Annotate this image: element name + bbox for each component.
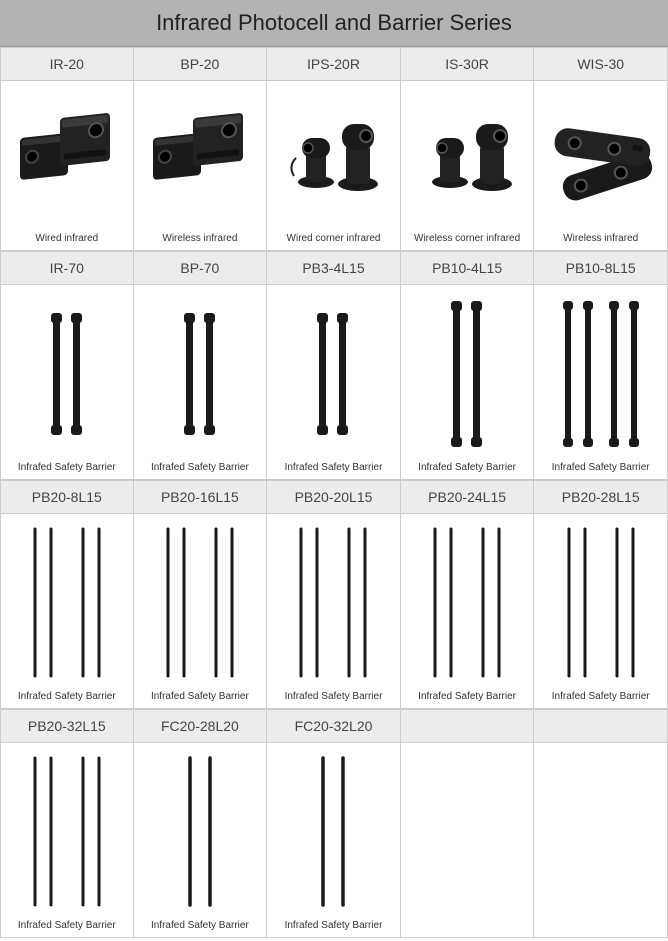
barrier-icon — [136, 747, 265, 916]
barrier-icon — [403, 518, 532, 687]
product-caption: Wireless infrared — [563, 229, 638, 244]
model-header: PB3-4L15 — [267, 251, 401, 285]
model-header: BP-20 — [134, 47, 268, 81]
model-header: IR-20 — [0, 47, 134, 81]
model-header: PB10-4L15 — [401, 251, 535, 285]
product-cell: Wired infrared — [0, 81, 134, 251]
product-caption: Infrafed Safety Barrier — [552, 687, 650, 702]
empty-cell — [401, 743, 535, 938]
product-cell: Infrafed Safety Barrier — [401, 514, 535, 709]
product-cell: Wireless infrared — [534, 81, 668, 251]
model-header — [534, 709, 668, 743]
product-caption: Infrafed Safety Barrier — [151, 458, 249, 473]
barrier-icon — [536, 518, 665, 687]
product-cell: Infrafed Safety Barrier — [0, 285, 134, 480]
product-caption: Infrafed Safety Barrier — [18, 916, 116, 931]
product-caption: Infrafed Safety Barrier — [285, 687, 383, 702]
product-caption: Infrafed Safety Barrier — [285, 458, 383, 473]
model-header: IR-70 — [0, 251, 134, 285]
product-cell: Infrafed Safety Barrier — [134, 514, 268, 709]
page-title: Infrared Photocell and Barrier Series — [0, 0, 668, 47]
model-header: PB20-16L15 — [134, 480, 268, 514]
product-caption: Infrafed Safety Barrier — [285, 916, 383, 931]
product-cell: Infrafed Safety Barrier — [534, 285, 668, 480]
product-cell: Wired corner infrared — [267, 81, 401, 251]
product-cell: Infrafed Safety Barrier — [534, 514, 668, 709]
barrier-icon — [136, 289, 265, 458]
product-cell: Infrafed Safety Barrier — [134, 285, 268, 480]
product-caption: Infrafed Safety Barrier — [151, 687, 249, 702]
model-header: WIS-30 — [534, 47, 668, 81]
product-caption: Wireless corner infrared — [414, 229, 520, 244]
photocell-box-icon — [3, 85, 131, 229]
barrier-icon — [269, 518, 398, 687]
product-cell: Wireless corner infrared — [401, 81, 535, 251]
product-caption: Infrafed Safety Barrier — [18, 458, 116, 473]
barrier-icon — [269, 747, 398, 916]
photocell-box-icon — [136, 85, 265, 229]
product-cell: Infrafed Safety Barrier — [0, 514, 134, 709]
model-header: PB20-24L15 — [401, 480, 535, 514]
product-cell: Infrafed Safety Barrier — [134, 743, 268, 938]
barrier-icon — [136, 518, 265, 687]
model-header: PB20-32L15 — [0, 709, 134, 743]
product-cell: Infrafed Safety Barrier — [267, 514, 401, 709]
model-header: PB10-8L15 — [534, 251, 668, 285]
product-caption: Wireless infrared — [162, 229, 237, 244]
model-header: PB20-28L15 — [534, 480, 668, 514]
photocell-flat-icon — [536, 85, 665, 229]
model-header: FC20-32L20 — [267, 709, 401, 743]
photocell-corner-icon — [269, 85, 398, 229]
barrier-icon — [269, 289, 398, 458]
empty-cell — [534, 743, 668, 938]
model-header — [401, 709, 535, 743]
product-cell: Infrafed Safety Barrier — [267, 285, 401, 480]
model-header: IS-30R — [401, 47, 535, 81]
product-cell: Infrafed Safety Barrier — [267, 743, 401, 938]
barrier-icon — [536, 289, 665, 458]
product-caption: Infrafed Safety Barrier — [151, 916, 249, 931]
model-header: BP-70 — [134, 251, 268, 285]
product-cell: Infrafed Safety Barrier — [0, 743, 134, 938]
product-caption: Infrafed Safety Barrier — [418, 687, 516, 702]
product-caption: Infrafed Safety Barrier — [552, 458, 650, 473]
product-caption: Infrafed Safety Barrier — [418, 458, 516, 473]
barrier-icon — [3, 289, 131, 458]
product-caption: Wired infrared — [35, 229, 98, 244]
product-caption: Wired corner infrared — [287, 229, 381, 244]
model-header: FC20-28L20 — [134, 709, 268, 743]
model-header: IPS-20R — [267, 47, 401, 81]
barrier-icon — [403, 289, 532, 458]
model-header: PB20-8L15 — [0, 480, 134, 514]
barrier-icon — [3, 518, 131, 687]
barrier-icon — [3, 747, 131, 916]
product-cell: Wireless infrared — [134, 81, 268, 251]
product-cell: Infrafed Safety Barrier — [401, 285, 535, 480]
model-header: PB20-20L15 — [267, 480, 401, 514]
photocell-corner-icon — [403, 85, 532, 229]
product-caption: Infrafed Safety Barrier — [18, 687, 116, 702]
